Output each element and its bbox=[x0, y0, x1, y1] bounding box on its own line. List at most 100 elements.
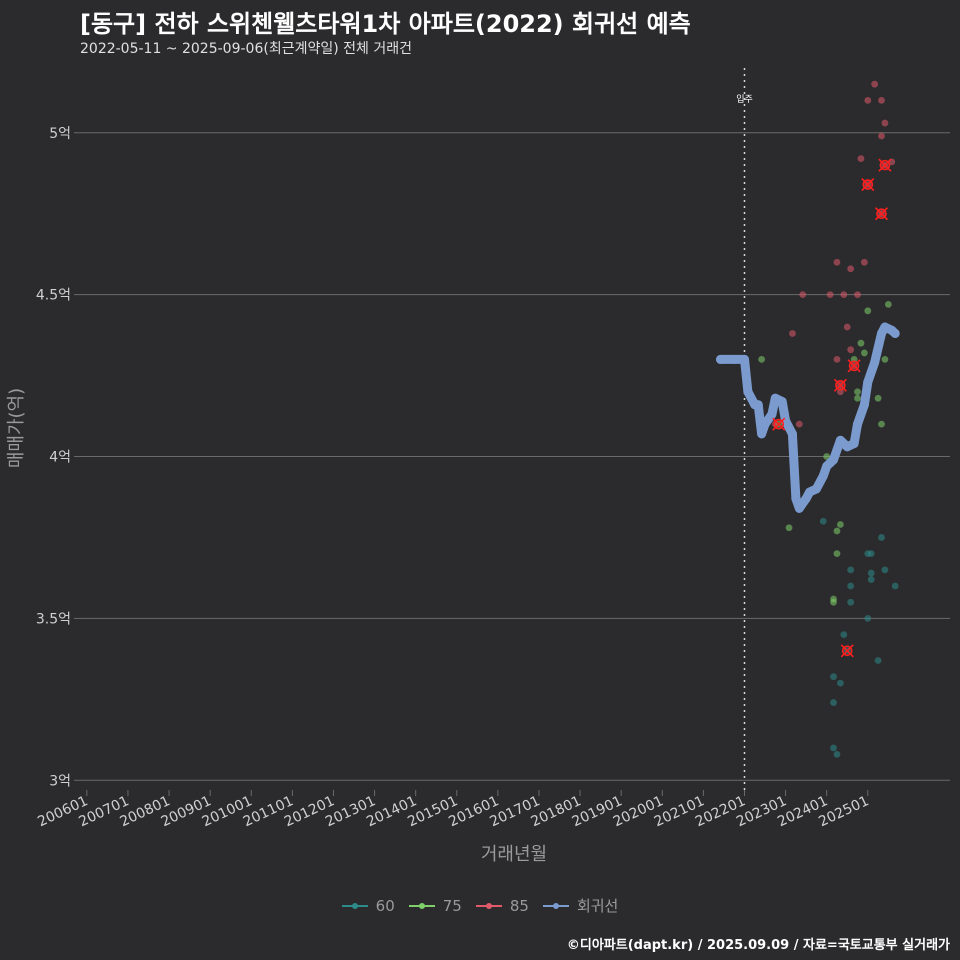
regression-point bbox=[859, 400, 869, 410]
point-60 bbox=[840, 631, 848, 638]
move-in-label: 입주 bbox=[736, 93, 753, 105]
point-85 bbox=[799, 291, 807, 299]
point-60 bbox=[833, 750, 841, 758]
legend-swatch-regression bbox=[542, 902, 569, 909]
point-60 bbox=[847, 598, 855, 606]
regression-point bbox=[716, 354, 726, 364]
regression-point bbox=[811, 484, 821, 494]
point-75 bbox=[823, 453, 831, 460]
legend-label-60: 60 bbox=[375, 896, 395, 915]
legend-label-regression: 회귀선 bbox=[576, 897, 619, 915]
point-85 bbox=[871, 80, 879, 88]
x-axis-label: 거래년월 bbox=[481, 844, 547, 865]
highlight-cross bbox=[874, 207, 889, 221]
point-85 bbox=[789, 330, 796, 337]
regression-point bbox=[770, 393, 780, 403]
point-60 bbox=[819, 517, 827, 525]
regression-point bbox=[805, 487, 815, 497]
point-75 bbox=[785, 524, 793, 532]
point-75 bbox=[830, 598, 837, 606]
highlight-marker bbox=[879, 159, 891, 171]
point-60 bbox=[891, 582, 899, 590]
y-tick-label: 4억 bbox=[49, 450, 71, 466]
regression-point bbox=[835, 435, 845, 445]
point-60 bbox=[830, 699, 837, 706]
highlight-marker bbox=[835, 379, 846, 391]
point-60 bbox=[867, 550, 875, 558]
highlight-cross bbox=[772, 417, 786, 431]
point-85 bbox=[795, 420, 803, 428]
regression-point bbox=[791, 494, 801, 504]
point-85 bbox=[847, 346, 855, 354]
regression-point bbox=[794, 503, 804, 513]
point-85 bbox=[833, 355, 841, 363]
point-85 bbox=[857, 155, 865, 163]
regression-point bbox=[842, 442, 852, 452]
legend-swatch-60 bbox=[341, 902, 368, 909]
legend-label-75: 75 bbox=[442, 896, 462, 915]
highlight-marker bbox=[848, 360, 860, 372]
point-60 bbox=[867, 576, 875, 583]
regression-line bbox=[716, 322, 900, 513]
point-75 bbox=[874, 394, 882, 402]
legend-swatch-85 bbox=[475, 902, 502, 909]
regression-point bbox=[729, 354, 739, 364]
point-60 bbox=[830, 744, 837, 752]
legend-swatch-75 bbox=[408, 902, 435, 909]
regression-point bbox=[849, 439, 859, 449]
regression-point bbox=[818, 471, 828, 481]
point-85 bbox=[881, 119, 889, 127]
point-85 bbox=[854, 291, 861, 299]
point-85 bbox=[860, 258, 868, 266]
point-85 bbox=[840, 291, 848, 299]
highlight-cross bbox=[861, 177, 875, 192]
point-75 bbox=[854, 388, 861, 396]
point-60 bbox=[864, 615, 872, 622]
point-60 bbox=[878, 534, 885, 541]
chart-subtitle: 2022-05-11 ~ 2025-09-06(최근계약일) 전체 거래건 bbox=[80, 41, 412, 57]
point-85 bbox=[833, 258, 841, 266]
point-75 bbox=[833, 527, 841, 535]
point-85 bbox=[847, 265, 855, 273]
point-85 bbox=[843, 323, 851, 331]
highlight-marker bbox=[841, 645, 853, 657]
source-caption: ©디아파트(dapt.kr) / 2025.09.09 / 자료=국토교통부 실… bbox=[566, 938, 950, 953]
regression-point bbox=[739, 354, 749, 364]
point-60 bbox=[847, 566, 855, 574]
regression-point bbox=[822, 461, 832, 471]
highlight-marker bbox=[876, 208, 887, 219]
regression-point bbox=[757, 429, 767, 439]
regression-point bbox=[777, 396, 787, 406]
regression-point bbox=[890, 328, 900, 338]
point-85 bbox=[878, 132, 885, 140]
point-75 bbox=[860, 349, 868, 357]
highlight-cross bbox=[840, 644, 854, 658]
highlight-cross bbox=[847, 359, 861, 373]
point-60 bbox=[836, 679, 844, 687]
y-tick-label: 5억 bbox=[49, 126, 71, 142]
legend-item-85: 85 bbox=[475, 895, 529, 916]
y-tick-label: 4.5억 bbox=[36, 288, 71, 304]
regression-point bbox=[760, 419, 770, 429]
point-60 bbox=[867, 569, 875, 577]
regression-point bbox=[870, 358, 880, 368]
regression-point bbox=[863, 377, 873, 387]
regression-point bbox=[880, 322, 890, 332]
point-75 bbox=[864, 307, 872, 315]
highlight-cross bbox=[833, 378, 847, 392]
highlight-marker bbox=[773, 418, 785, 430]
point-85 bbox=[878, 96, 885, 104]
regression-point bbox=[767, 409, 777, 419]
point-75 bbox=[881, 355, 889, 363]
highlight-cross bbox=[878, 158, 892, 172]
point-60 bbox=[830, 673, 837, 681]
point-60 bbox=[847, 582, 855, 590]
y-tick-label: 3억 bbox=[49, 773, 71, 789]
point-75 bbox=[884, 300, 892, 308]
legend-item-60: 60 bbox=[341, 895, 395, 916]
regression-point bbox=[853, 419, 863, 429]
y-axis-label: 매매가(억) bbox=[6, 388, 27, 468]
point-75 bbox=[833, 550, 841, 558]
point-85 bbox=[864, 96, 872, 104]
